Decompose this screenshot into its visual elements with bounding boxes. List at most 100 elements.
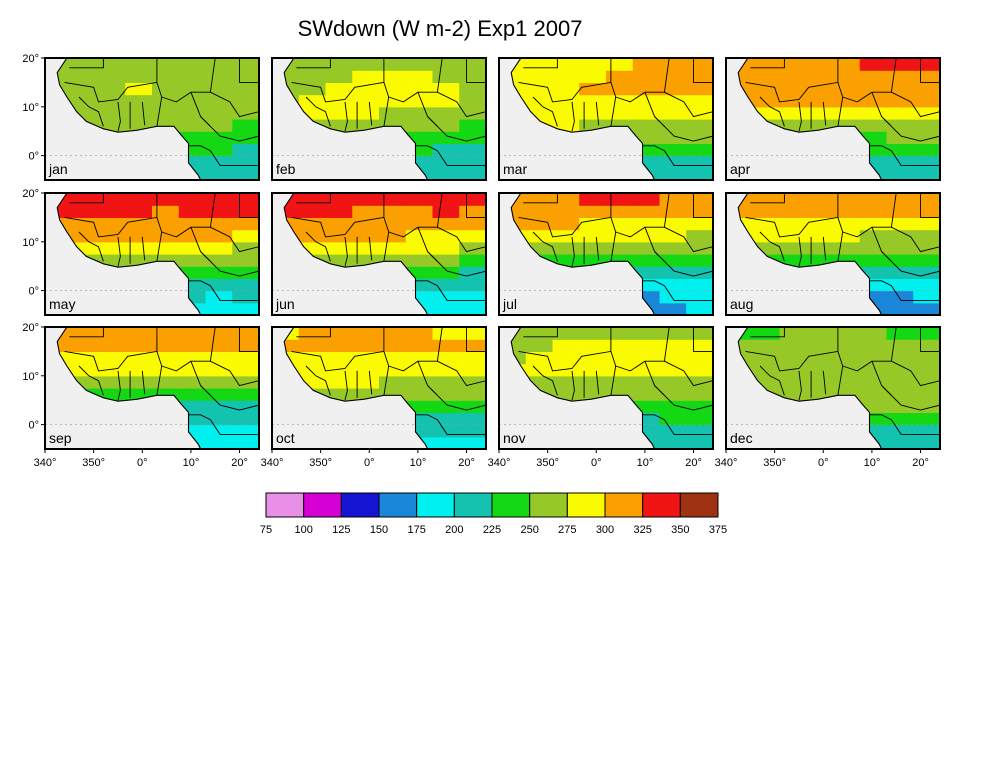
heatmap-cell (833, 327, 861, 340)
heatmap-cell (205, 351, 233, 365)
colorbar-swatch (566, 492, 606, 518)
country-border (822, 101, 827, 126)
heatmap-cell (806, 217, 834, 231)
heatmap-cell (552, 82, 580, 96)
heatmap-cell (298, 327, 327, 340)
country-border (891, 360, 940, 387)
heatmap-cell (886, 155, 914, 169)
heatmap-cell (205, 106, 233, 120)
heatmap-cell (686, 375, 713, 389)
heatmap-cell (352, 193, 380, 206)
country-border (200, 116, 259, 142)
country-border (305, 96, 331, 127)
heatmap-cell (552, 241, 580, 255)
heatmap-cell (459, 143, 486, 157)
heatmap-cell (659, 351, 687, 365)
heatmap-cell (232, 290, 259, 304)
heatmap-cell (579, 70, 607, 83)
x-tick-label: 20° (912, 457, 929, 469)
heatmap-cell (779, 217, 807, 231)
heatmap-cell (205, 436, 233, 449)
heatmap-cell (632, 193, 661, 206)
heatmap-cell (806, 327, 834, 340)
heatmap-cell (886, 424, 914, 438)
y-tick-label: 10° (22, 237, 39, 249)
heatmap-cell (352, 241, 380, 255)
heatmap-cell (432, 58, 460, 71)
country-borders (64, 193, 259, 301)
x-tick-label: 340° (261, 457, 284, 469)
heatmap-cell (98, 193, 126, 206)
panel-sep: sep 0° 10° 20° 340° 350° 0° 10° 20° (22, 322, 260, 469)
panel-frame (44, 326, 260, 450)
heatmap-cell (913, 424, 940, 438)
country-border (141, 236, 146, 261)
heatmap-cell (205, 229, 233, 243)
heatmap-cell (859, 229, 888, 243)
heatmap-cell (886, 82, 914, 96)
heatmap-cell (432, 400, 460, 413)
heatmap-cell (125, 327, 153, 340)
heatmap-cell (886, 241, 914, 255)
heatmap-cell (752, 58, 781, 71)
heatmap-cell (432, 302, 460, 315)
heatmap-cell (232, 375, 259, 389)
country-borders (518, 193, 713, 301)
heatmap-cell (779, 70, 807, 83)
x-tick-label: 0° (591, 457, 602, 469)
heatmap-cell (298, 82, 327, 96)
colorbar-swatch (340, 492, 380, 518)
heatmap-cell (579, 375, 607, 389)
y-tick-label: 10° (22, 102, 39, 114)
heatmap-cell (779, 241, 807, 255)
heatmap-cell (298, 339, 327, 352)
heatmap-cell (525, 217, 554, 231)
heatmap-cell (432, 339, 460, 352)
country-border (798, 101, 802, 132)
heatmap-cell (232, 131, 259, 144)
panel-label: may (49, 296, 75, 312)
heatmap-cell (232, 106, 259, 120)
country-border (750, 193, 785, 204)
heatmap-cell (632, 351, 661, 365)
country-borders (518, 58, 713, 166)
heatmap-cell (632, 241, 661, 255)
heatmap-cell (432, 217, 460, 231)
x-tick-label: 20° (458, 457, 475, 469)
heatmap-cell (779, 351, 807, 365)
heatmap-cell (606, 94, 634, 108)
heatmap-cell (71, 217, 100, 231)
heatmap-cell (379, 229, 407, 243)
heatmap-cell (352, 217, 380, 231)
heatmap-cell (98, 70, 126, 83)
heatmap-cell (525, 70, 554, 83)
heatmap-cell (859, 375, 888, 389)
panel-frame (44, 192, 260, 316)
colorbar-tick-label: 375 (709, 524, 727, 536)
heatmap-cell (205, 205, 233, 218)
heatmap-cell (298, 193, 327, 206)
heatmap-cell (886, 290, 914, 304)
country-border (669, 193, 713, 218)
heatmap-cell (579, 363, 607, 377)
heatmap-cell (232, 339, 259, 352)
heatmap-cell (913, 254, 940, 267)
heatmap-cell (379, 217, 407, 231)
heatmap-cell (205, 241, 233, 255)
country-border (664, 360, 713, 387)
country-border (896, 193, 940, 218)
heatmap-cell (232, 363, 259, 377)
country-border (669, 327, 713, 352)
heatmap-cell (205, 58, 233, 71)
heatmap-cell (232, 155, 259, 169)
heatmap-cell (686, 339, 713, 352)
heatmap-cell (432, 351, 460, 365)
country-border (881, 116, 940, 142)
country-border (523, 58, 558, 69)
heatmap-cell (859, 351, 888, 365)
country-border (296, 58, 331, 69)
heatmap-cell (405, 82, 434, 96)
colorbar-tick-label: 300 (596, 524, 614, 536)
heatmap-cell (886, 193, 914, 206)
heatmap-cell (152, 375, 180, 389)
